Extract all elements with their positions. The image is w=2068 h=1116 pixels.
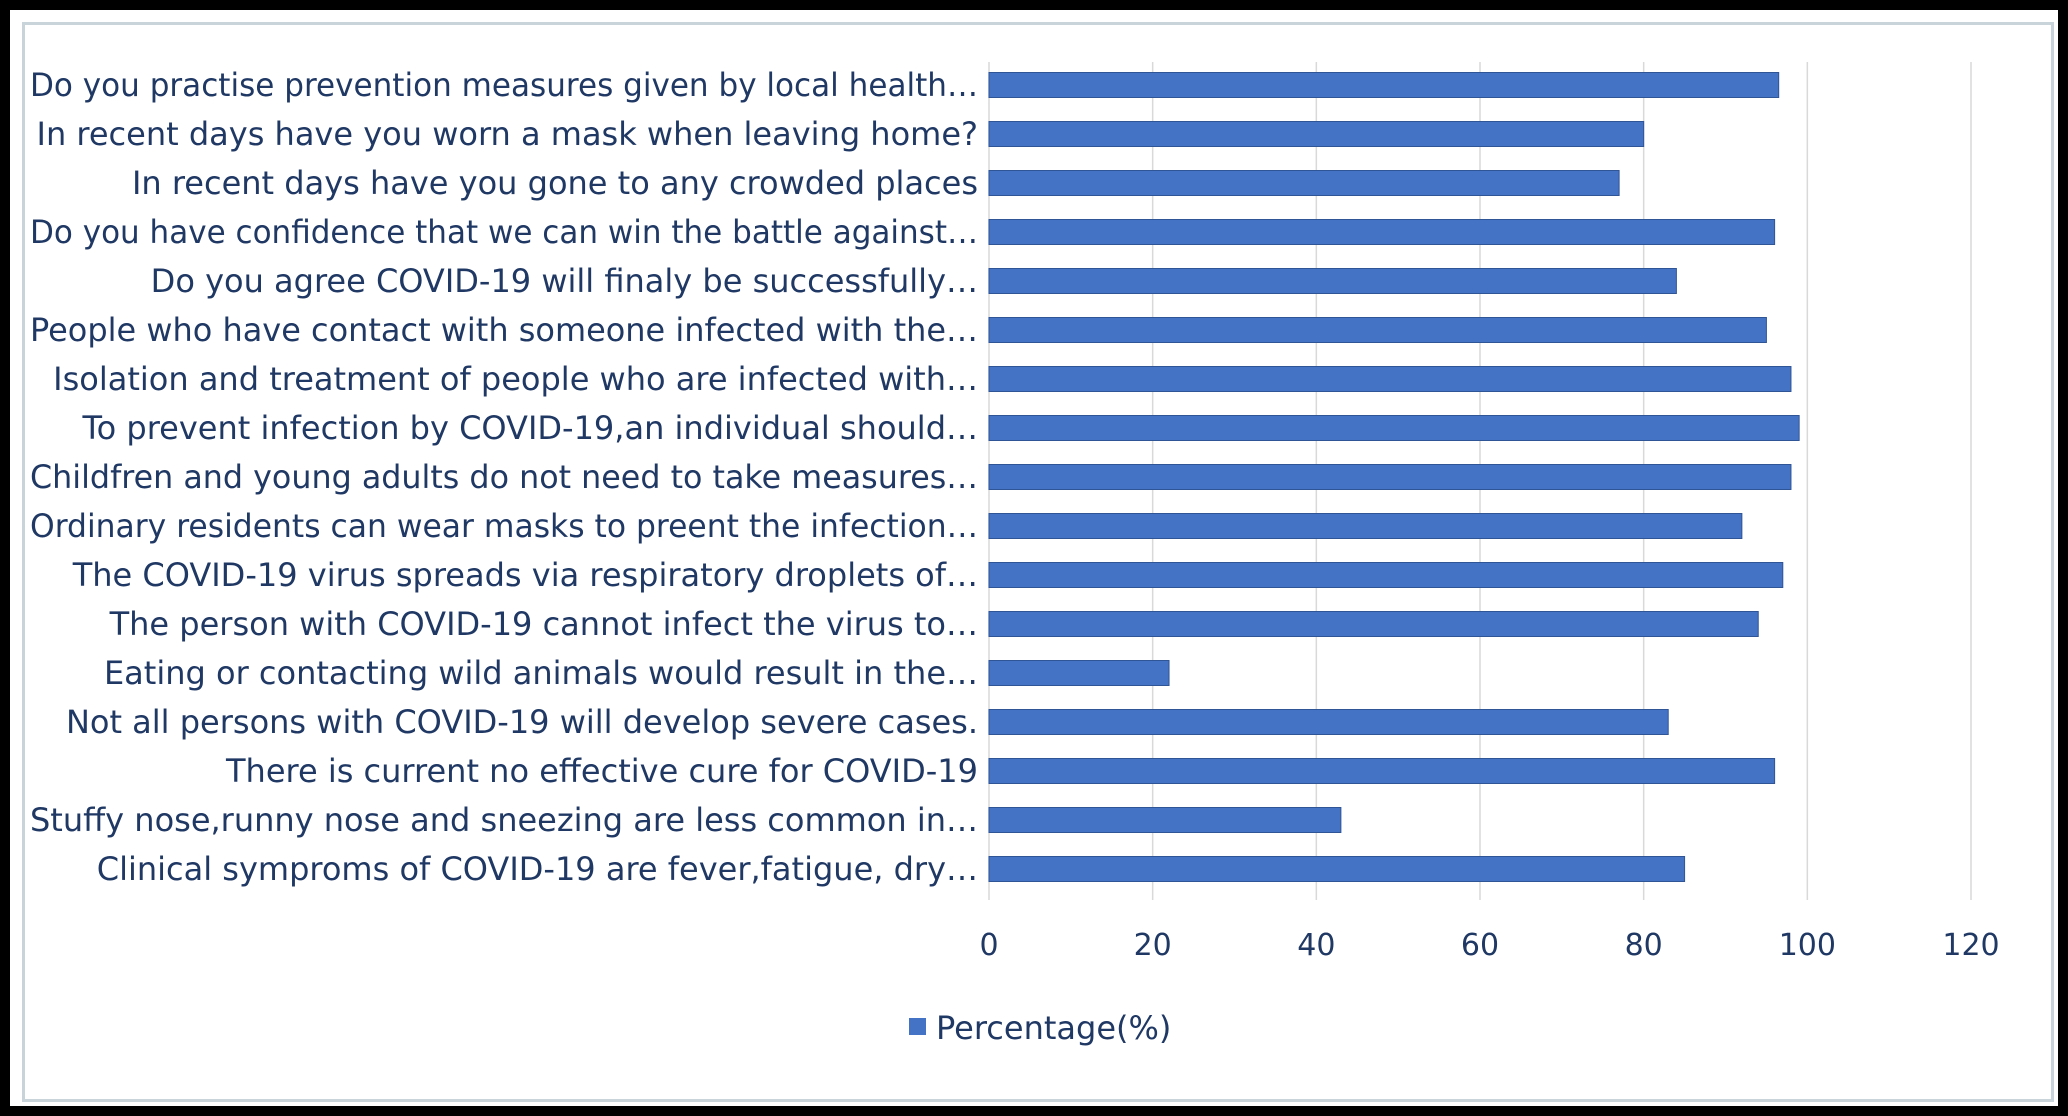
bar-13 <box>988 660 1170 686</box>
category-label-10: Ordinary residents can wear masks to pre… <box>30 507 978 545</box>
x-tick-label-40: 40 <box>1297 928 1335 963</box>
category-label-3: In recent days have you gone to any crow… <box>132 164 978 202</box>
legend-label: Percentage(%) <box>936 1009 1171 1047</box>
bar-5 <box>988 268 1677 294</box>
category-label-2: In recent days have you worn a mask when… <box>37 115 978 153</box>
category-labels: Do you practise prevention measures give… <box>30 66 978 888</box>
x-tick-label-80: 80 <box>1625 928 1663 963</box>
category-label-12: The person with COVID-19 cannot infect t… <box>109 605 978 643</box>
category-label-13: Eating or contacting wild animals would … <box>104 654 978 692</box>
x-axis-tick-labels: 0 20 40 60 80 100 120 <box>979 928 1999 963</box>
category-label-8: To prevent infection by COVID-19,an indi… <box>82 409 978 447</box>
bar-6 <box>988 317 1767 343</box>
bar-14 <box>988 709 1669 735</box>
bar-4 <box>988 219 1776 245</box>
category-label-17: Clinical symproms of COVID-19 are fever,… <box>97 850 978 888</box>
bar-9 <box>988 464 1792 490</box>
x-tick-label-0: 0 <box>979 928 998 963</box>
category-label-9: Childfren and young adults do not need t… <box>30 458 978 496</box>
legend-swatch <box>909 1018 926 1035</box>
category-label-1: Do you practise prevention measures give… <box>30 66 978 104</box>
legend: Percentage(%) <box>909 1009 1171 1047</box>
bar-2 <box>988 121 1645 147</box>
bar-12 <box>988 611 1759 637</box>
bar-17 <box>988 856 1686 882</box>
category-label-16: Stuffy nose,runny nose and sneezing are … <box>30 801 978 839</box>
category-label-15: There is current no effective cure for C… <box>225 752 978 790</box>
bar-7 <box>988 366 1792 392</box>
x-tick-label-20: 20 <box>1134 928 1172 963</box>
category-label-4: Do you have confidence that we can win t… <box>30 213 978 251</box>
x-tick-label-120: 120 <box>1942 928 1999 963</box>
x-tick-label-60: 60 <box>1461 928 1499 963</box>
bar-15 <box>988 758 1776 784</box>
bar-11 <box>988 562 1784 588</box>
category-label-14: Not all persons with COVID-19 will devel… <box>66 703 978 741</box>
category-label-11: The COVID-19 virus spreads via respirato… <box>72 556 978 594</box>
bar-8 <box>988 415 1800 441</box>
bar-10 <box>988 513 1743 539</box>
x-tick-label-100: 100 <box>1779 928 1836 963</box>
category-label-7: Isolation and treatment of people who ar… <box>53 360 978 398</box>
bar-16 <box>988 807 1342 833</box>
category-label-5: Do you agree COVID-19 will finaly be suc… <box>151 262 978 300</box>
bar-3 <box>988 170 1620 196</box>
category-label-6: People who have contact with someone inf… <box>30 311 978 349</box>
bars <box>988 72 1800 882</box>
bar-1 <box>988 72 1780 98</box>
